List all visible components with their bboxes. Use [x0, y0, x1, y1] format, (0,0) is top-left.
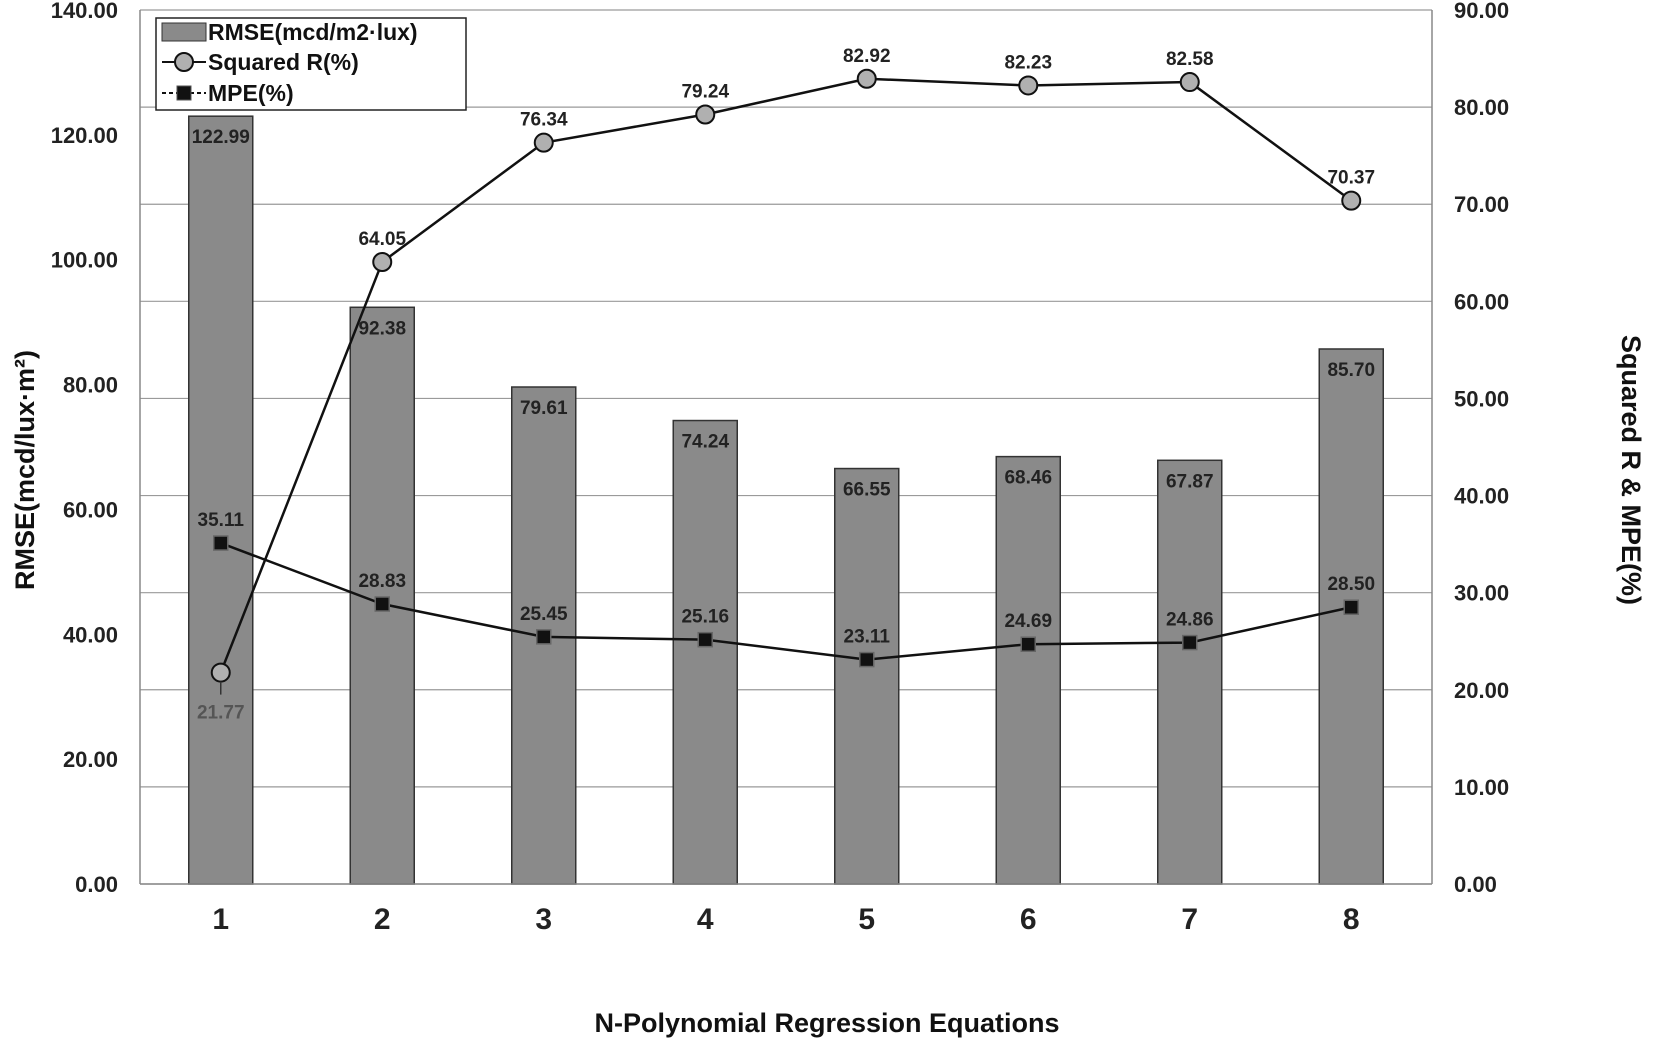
squared-r-label-5: 82.92 — [843, 46, 891, 67]
mpe-point-6 — [1020, 636, 1036, 652]
data-labels: 122.99 92.38 79.61 74.24 66.55 68.46 67.87 85.7… — [192, 46, 1375, 724]
x-tick-6: 6 — [1020, 903, 1037, 936]
squared-r-label-8: 70.37 — [1327, 168, 1375, 189]
y-tick-left-4: 80.00 — [63, 373, 118, 398]
y-tick-right-8: 80.00 — [1454, 95, 1509, 120]
y-tick-right-2: 20.00 — [1454, 678, 1509, 703]
squared-r-point-1 — [210, 662, 231, 683]
y-tick-right-6: 60.00 — [1454, 289, 1509, 314]
bar-label-8: 85.70 — [1327, 360, 1375, 381]
bar-4 — [672, 419, 738, 885]
bar-5 — [834, 467, 900, 885]
y-tick-left-0: 0.00 — [75, 872, 118, 897]
bar-label-1: 122.99 — [192, 127, 250, 148]
squared-r-point-8 — [1341, 190, 1362, 211]
y-tick-right-9: 90.00 — [1454, 0, 1509, 23]
x-tick-8: 8 — [1343, 903, 1360, 936]
line-series — [210, 68, 1362, 683]
bar-6 — [995, 455, 1061, 885]
gridlines — [140, 9, 1432, 885]
mpe-label-2: 28.83 — [358, 571, 406, 592]
mpe-point-2 — [374, 596, 390, 612]
squared-r-point-5 — [856, 68, 877, 89]
mpe-label-5: 23.11 — [844, 627, 891, 648]
squared-r-label-4: 79.24 — [681, 81, 729, 102]
y-tick-right-7: 70.00 — [1454, 192, 1509, 217]
mpe-label-3: 25.45 — [520, 604, 568, 625]
y-tick-right-3: 30.00 — [1454, 581, 1509, 606]
squared-r-point-2 — [372, 252, 393, 273]
legend-marker-squared-r — [174, 52, 194, 72]
mpe-label-4: 25.16 — [681, 607, 729, 628]
y-tick-right-4: 40.00 — [1454, 484, 1509, 509]
x-tick-1: 1 — [212, 903, 229, 936]
bar-label-2: 92.38 — [358, 318, 406, 339]
mpe-point-8 — [1343, 599, 1359, 615]
y-tick-left-3: 60.00 — [63, 497, 118, 522]
x-tick-2: 2 — [374, 903, 391, 936]
squared-r-label-2: 64.05 — [358, 229, 406, 250]
bar-7 — [1157, 459, 1223, 885]
legend: RMSE(mcd/m2·lux) Squared R(%) MPE(%) — [155, 17, 467, 111]
x-tick-4: 4 — [697, 903, 714, 936]
y-tick-right-5: 50.00 — [1454, 386, 1509, 411]
y-tick-right-0: 0.00 — [1454, 872, 1497, 897]
mpe-label-7: 24.86 — [1166, 610, 1214, 631]
squared-r-label-6: 82.23 — [1004, 52, 1052, 73]
legend-label-squared-r: Squared R(%) — [208, 49, 359, 75]
x-tick-3: 3 — [535, 903, 552, 936]
mpe-label-6: 24.69 — [1004, 611, 1052, 632]
legend-box — [155, 17, 467, 111]
bar-label-5: 66.55 — [843, 480, 891, 501]
legend-label-mpe: MPE(%) — [208, 80, 294, 106]
mpe-line — [220, 541, 1352, 661]
squared-r-point-3 — [533, 132, 554, 153]
y-axis-left-title: RMSE(mcd/lux·m²) — [10, 350, 40, 590]
y-tick-right-1: 10.00 — [1454, 775, 1509, 800]
mpe-label-8: 28.50 — [1327, 574, 1375, 595]
mpe-point-1 — [213, 535, 229, 551]
mpe-point-7 — [1182, 634, 1198, 651]
squared-r-label-7: 82.58 — [1166, 49, 1214, 70]
mpe-label-1: 35.11 — [198, 510, 245, 531]
x-axis-title: N-Polynomial Regression Equations — [594, 1008, 1059, 1038]
x-tick-5: 5 — [858, 903, 875, 936]
squared-r-point-7 — [1179, 72, 1200, 93]
squared-r-point-6 — [1018, 75, 1039, 96]
bar-label-3: 79.61 — [520, 398, 568, 419]
y-axis-right-title: Squared R & MPE(%) — [1616, 335, 1646, 605]
axes: 0.0020.0040.0060.0080.00100.00120.00140.… — [51, 0, 1509, 936]
legend-marker-mpe — [176, 85, 192, 101]
legend-swatch-rmse — [161, 22, 207, 42]
y-tick-left-2: 40.00 — [63, 622, 118, 647]
y-tick-left-7: 140.00 — [51, 0, 118, 23]
y-tick-left-1: 20.00 — [63, 747, 118, 772]
mpe-point-5 — [859, 651, 875, 668]
x-tick-7: 7 — [1181, 903, 1198, 936]
mpe-point-4 — [697, 631, 713, 648]
mpe-point-3 — [536, 629, 552, 645]
squared-r-label-1: 21.77 — [197, 703, 245, 724]
legend-label-rmse: RMSE(mcd/m2·lux) — [208, 19, 418, 45]
y-tick-left-6: 120.00 — [51, 123, 118, 148]
bar-label-7: 67.87 — [1166, 471, 1214, 492]
bar-8 — [1318, 348, 1384, 885]
bar-label-4: 74.24 — [681, 432, 729, 453]
bar-1 — [188, 115, 254, 885]
squared-r-line — [219, 77, 1352, 674]
y-tick-left-5: 100.00 — [51, 248, 118, 273]
squared-r-point-4 — [695, 104, 716, 125]
bar-label-6: 68.46 — [1004, 468, 1052, 489]
squared-r-label-3: 76.34 — [520, 110, 568, 131]
